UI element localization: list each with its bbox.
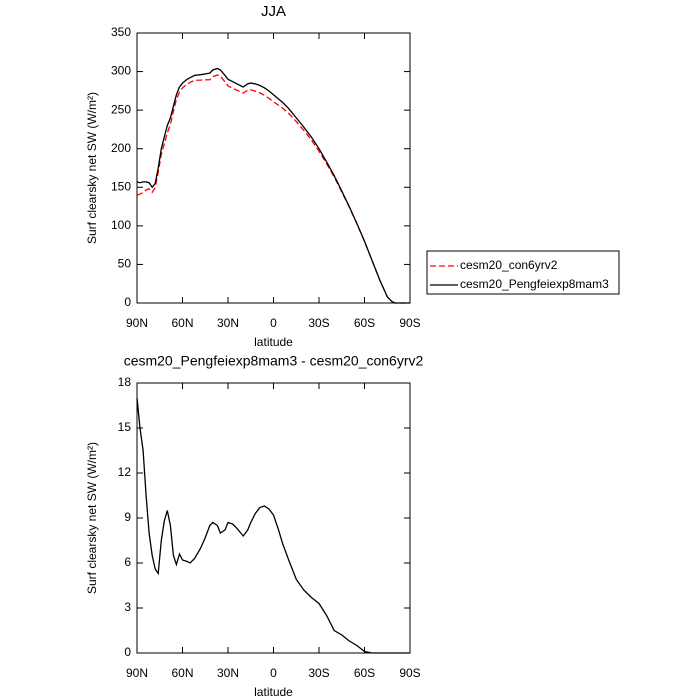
x-tick-label: 90N bbox=[126, 316, 148, 330]
y-tick-label: 6 bbox=[124, 555, 131, 569]
y-tick-label: 15 bbox=[118, 420, 132, 434]
y-tick-label: 0 bbox=[124, 295, 131, 309]
x-tick-label: 0 bbox=[270, 666, 277, 680]
chart-title: JJA bbox=[261, 3, 286, 20]
legend-box bbox=[426, 250, 620, 295]
y-tick-label: 100 bbox=[111, 218, 131, 232]
legend-label: cesm20_Pengfeiexp8mam3 bbox=[460, 277, 609, 291]
legend-label: cesm20_con6yrv2 bbox=[460, 258, 558, 272]
y-tick-label: 50 bbox=[118, 257, 132, 271]
plot-frame bbox=[136, 382, 411, 654]
y-tick-label: 9 bbox=[124, 510, 131, 524]
x-tick-label: 90S bbox=[399, 666, 420, 680]
y-axis-label: Surf clearsky net SW (W/m²) bbox=[85, 92, 99, 244]
x-tick-label: 30S bbox=[308, 316, 329, 330]
x-tick-label: 60S bbox=[354, 316, 375, 330]
y-tick-label: 200 bbox=[111, 141, 131, 155]
x-tick-label: 90N bbox=[126, 666, 148, 680]
y-tick-label: 12 bbox=[118, 465, 132, 479]
x-tick-label: 30N bbox=[217, 666, 239, 680]
line-series bbox=[136, 67, 410, 304]
y-tick-label: 150 bbox=[111, 179, 131, 193]
y-tick-label: 18 bbox=[118, 375, 132, 389]
x-tick-label: 60N bbox=[171, 316, 193, 330]
line-series bbox=[136, 397, 410, 654]
chart-title: cesm20_Pengfeiexp8mam3 - cesm20_con6yrv2 bbox=[124, 353, 424, 369]
y-tick-label: 350 bbox=[111, 25, 131, 39]
y-tick-label: 300 bbox=[111, 64, 131, 78]
y-tick-label: 250 bbox=[111, 102, 131, 116]
line-series bbox=[136, 74, 410, 304]
y-axis-label: Surf clearsky net SW (W/m²) bbox=[85, 442, 99, 594]
x-tick-label: 60S bbox=[354, 666, 375, 680]
y-tick-label: 0 bbox=[124, 645, 131, 659]
plot-frame bbox=[136, 32, 411, 304]
x-tick-label: 30N bbox=[217, 316, 239, 330]
x-axis-label: latitude bbox=[254, 335, 293, 349]
x-tick-label: 30S bbox=[308, 666, 329, 680]
x-tick-label: 90S bbox=[399, 316, 420, 330]
x-tick-label: 0 bbox=[270, 316, 277, 330]
y-tick-label: 3 bbox=[124, 600, 131, 614]
x-axis-label: latitude bbox=[254, 685, 293, 699]
x-tick-label: 60N bbox=[171, 666, 193, 680]
